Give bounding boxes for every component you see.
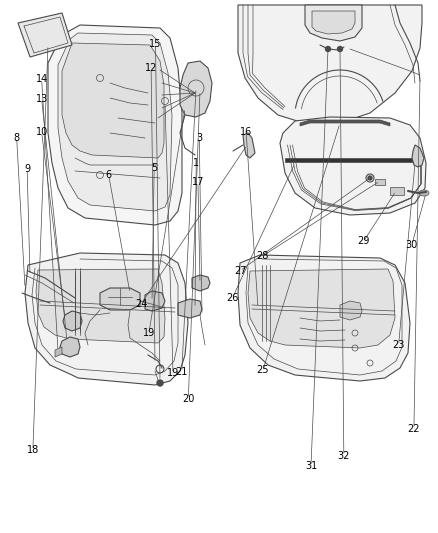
Text: 3: 3 <box>196 133 202 142</box>
Text: 25: 25 <box>257 366 269 375</box>
Text: 1: 1 <box>193 158 199 167</box>
Polygon shape <box>243 133 255 158</box>
Text: 24: 24 <box>135 299 147 309</box>
Text: 17: 17 <box>192 177 204 187</box>
Polygon shape <box>178 299 202 318</box>
Polygon shape <box>285 158 415 162</box>
Text: 13: 13 <box>35 94 48 103</box>
Text: 27: 27 <box>234 266 246 276</box>
Text: 26: 26 <box>226 294 238 303</box>
Circle shape <box>368 176 372 180</box>
Polygon shape <box>55 347 62 357</box>
Text: 6: 6 <box>106 170 112 180</box>
Polygon shape <box>300 120 390 126</box>
Text: 23: 23 <box>392 341 405 350</box>
Text: 32: 32 <box>338 451 350 461</box>
Text: 18: 18 <box>27 446 39 455</box>
Text: 12: 12 <box>145 63 157 73</box>
Polygon shape <box>312 11 355 34</box>
Ellipse shape <box>419 190 429 196</box>
Polygon shape <box>180 61 212 117</box>
Polygon shape <box>238 255 410 381</box>
Circle shape <box>338 46 343 52</box>
Text: 8: 8 <box>14 133 20 142</box>
Text: 20: 20 <box>182 394 194 403</box>
Polygon shape <box>192 275 210 291</box>
Polygon shape <box>63 311 82 331</box>
Text: 9: 9 <box>24 165 30 174</box>
Text: 30: 30 <box>406 240 418 250</box>
Text: 31: 31 <box>305 462 317 471</box>
Text: 10: 10 <box>35 127 48 137</box>
Text: 19: 19 <box>167 368 179 378</box>
Polygon shape <box>18 13 72 57</box>
Text: 21: 21 <box>176 367 188 377</box>
Text: 15: 15 <box>149 39 162 49</box>
Polygon shape <box>100 288 140 310</box>
Polygon shape <box>145 291 165 311</box>
Polygon shape <box>248 269 395 348</box>
Bar <box>390 187 404 195</box>
Circle shape <box>325 46 331 52</box>
Bar <box>375 179 385 185</box>
Polygon shape <box>340 301 362 320</box>
Text: 28: 28 <box>257 251 269 261</box>
Polygon shape <box>48 25 182 225</box>
Circle shape <box>157 380 163 386</box>
Polygon shape <box>60 337 80 357</box>
Polygon shape <box>62 43 164 158</box>
Polygon shape <box>412 145 424 167</box>
Text: 19: 19 <box>143 328 155 338</box>
Text: 22: 22 <box>408 424 420 434</box>
Text: 29: 29 <box>357 237 370 246</box>
Polygon shape <box>305 5 362 41</box>
Polygon shape <box>238 5 422 125</box>
Polygon shape <box>280 117 426 215</box>
Polygon shape <box>36 269 165 343</box>
Text: 14: 14 <box>35 74 48 84</box>
Polygon shape <box>25 253 188 385</box>
Polygon shape <box>58 33 172 211</box>
Text: 5: 5 <box>151 163 157 173</box>
Text: 16: 16 <box>240 127 252 137</box>
